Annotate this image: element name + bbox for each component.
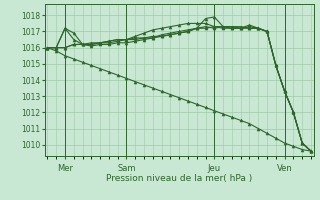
X-axis label: Pression niveau de la mer( hPa ): Pression niveau de la mer( hPa ) xyxy=(106,174,252,183)
